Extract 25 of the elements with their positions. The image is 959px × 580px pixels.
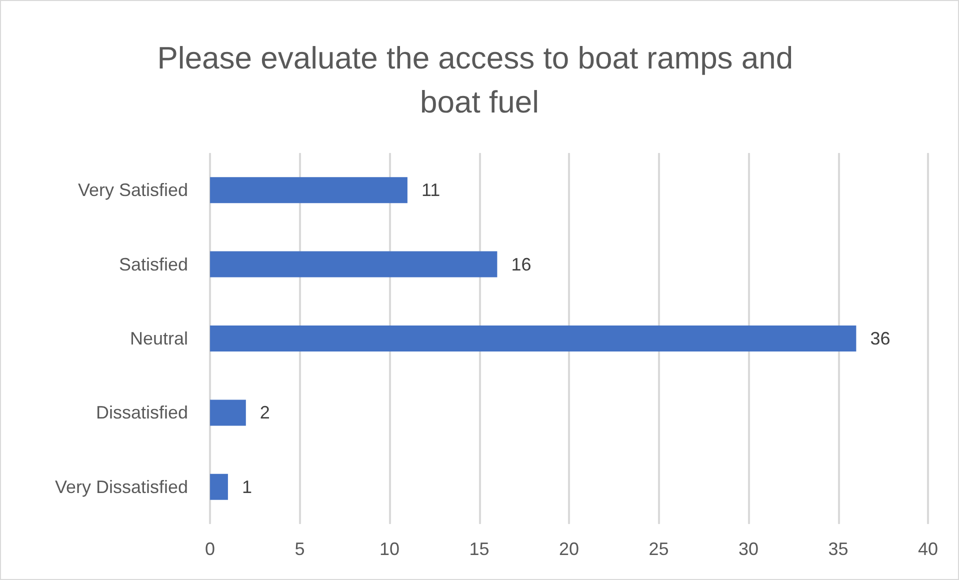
x-tick-label: 15 [469,539,490,559]
data-label: 2 [260,402,270,423]
x-tick-label: 40 [918,539,938,559]
x-tick-label: 35 [828,539,848,559]
x-tick-label: 30 [738,539,759,559]
y-tick-label: Satisfied [118,254,188,274]
data-label: 16 [511,254,532,274]
data-label: 11 [421,180,440,200]
data-label: 36 [870,328,890,348]
x-tick-label: 25 [648,539,669,559]
bar [210,177,408,204]
x-tick-label: 0 [204,539,216,559]
chart-title: Please evaluate the access to boat ramps and boat fuel [157,40,802,120]
bar [210,251,498,278]
y-tick-label: Very Satisfied [78,180,188,200]
x-tick-label: 20 [558,539,580,559]
y-tick-label: Very Dissatisfied [54,476,188,497]
data-label: 1 [242,476,252,497]
x-tick-label: 5 [294,539,305,559]
bar [210,400,246,426]
bar [210,474,228,500]
x-tick-label: 10 [379,539,400,559]
bar [210,326,856,352]
y-tick-label: Neutral [130,328,188,348]
y-tick-label: Dissatisfied [96,402,188,423]
